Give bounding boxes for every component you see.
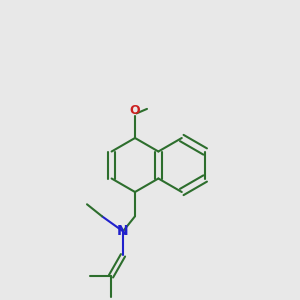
Text: N: N [117, 224, 129, 238]
Text: O: O [130, 104, 140, 118]
